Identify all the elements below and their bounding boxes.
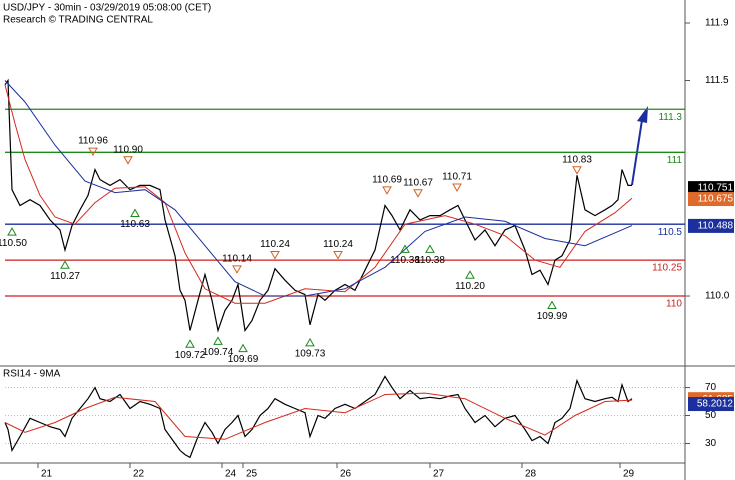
low-label: 109.72 — [175, 350, 206, 361]
y-tick-label: 50 — [705, 410, 717, 421]
low-label: 109.73 — [295, 348, 326, 359]
level-label: 111.3 — [658, 112, 682, 123]
x-tick-label: 28 — [525, 469, 537, 480]
price-tag — [688, 192, 734, 207]
rsi-title: RSI14 - 9MA — [3, 369, 61, 380]
high-marker — [232, 265, 242, 274]
level-label: 110 — [666, 299, 682, 310]
low-label: 109.74 — [203, 347, 234, 358]
x-tick-label: 27 — [433, 469, 445, 480]
low-label: 110.38 — [390, 255, 420, 266]
x-tick-label: 21 — [41, 469, 53, 480]
x-tick-label: 24 — [225, 469, 237, 480]
low-label: 109.69 — [228, 354, 259, 365]
low-marker — [547, 300, 557, 309]
series-line — [4, 84, 633, 304]
low-marker — [238, 343, 248, 353]
high-marker — [452, 183, 462, 193]
high-label: 110.90 — [113, 144, 143, 155]
series-line — [4, 392, 633, 440]
price-tag — [688, 397, 734, 412]
high-marker — [88, 147, 98, 157]
high-label: 110.69 — [372, 175, 402, 186]
low-label: 110.27 — [50, 271, 80, 282]
low-marker — [60, 260, 70, 269]
projection-arrowhead — [637, 106, 648, 123]
low-marker — [185, 339, 195, 348]
y-tick-label: 70 — [705, 382, 717, 393]
high-label: 110.96 — [78, 136, 108, 147]
series-line — [4, 80, 633, 297]
y-tick-label: 110.0 — [705, 291, 730, 302]
low-marker — [425, 244, 435, 253]
price-tag — [688, 181, 734, 196]
price-tag — [688, 218, 734, 233]
x-tick-label: 29 — [623, 469, 635, 480]
level-label: 111 — [667, 155, 683, 166]
low-marker — [130, 208, 140, 217]
low-marker — [7, 227, 17, 236]
high-label: 110.24 — [260, 239, 290, 250]
high-label: 110.67 — [403, 177, 433, 188]
price-tag-label: 110.751 — [698, 183, 734, 194]
low-label: 110.63 — [120, 219, 150, 230]
high-label: 110.83 — [562, 154, 592, 165]
x-tick-label: 26 — [340, 469, 352, 480]
high-label: 110.71 — [442, 172, 472, 183]
low-marker — [213, 336, 223, 345]
level-label: 110.5 — [658, 227, 683, 238]
y-tick-label: 30 — [705, 438, 717, 449]
low-label: 109.99 — [537, 311, 568, 322]
low-label: 110.20 — [455, 281, 485, 292]
high-marker — [382, 186, 392, 195]
high-marker — [270, 251, 280, 260]
chart-subtitle: Research © TRADING CENTRAL — [3, 15, 153, 26]
high-marker — [413, 189, 423, 198]
series-line — [4, 78, 632, 333]
high-label: 110.14 — [222, 254, 252, 265]
y-tick-label: 111.9 — [705, 18, 729, 29]
high-label: 110.24 — [323, 239, 353, 250]
high-marker — [333, 251, 343, 260]
high-marker — [123, 156, 133, 165]
high-marker — [572, 166, 582, 175]
x-tick-label: 25 — [246, 469, 258, 480]
price-tag-label: 58.2012 — [697, 399, 734, 410]
chart-title: USD/JPY - 30min - 03/29/2019 05:08:00 (C… — [3, 3, 211, 14]
price-tag-label: 110.675 — [698, 194, 734, 205]
low-marker — [465, 270, 475, 279]
low-label: 110.38 — [415, 255, 445, 266]
low-label: 110.50 — [0, 238, 27, 249]
series-line — [4, 375, 633, 459]
low-marker — [400, 244, 410, 253]
x-tick-label: 22 — [133, 469, 145, 480]
price-tag-label: 110.488 — [698, 221, 734, 232]
low-marker — [305, 337, 315, 347]
y-tick-label: 111.5 — [705, 75, 729, 86]
level-label: 110.25 — [652, 263, 682, 274]
